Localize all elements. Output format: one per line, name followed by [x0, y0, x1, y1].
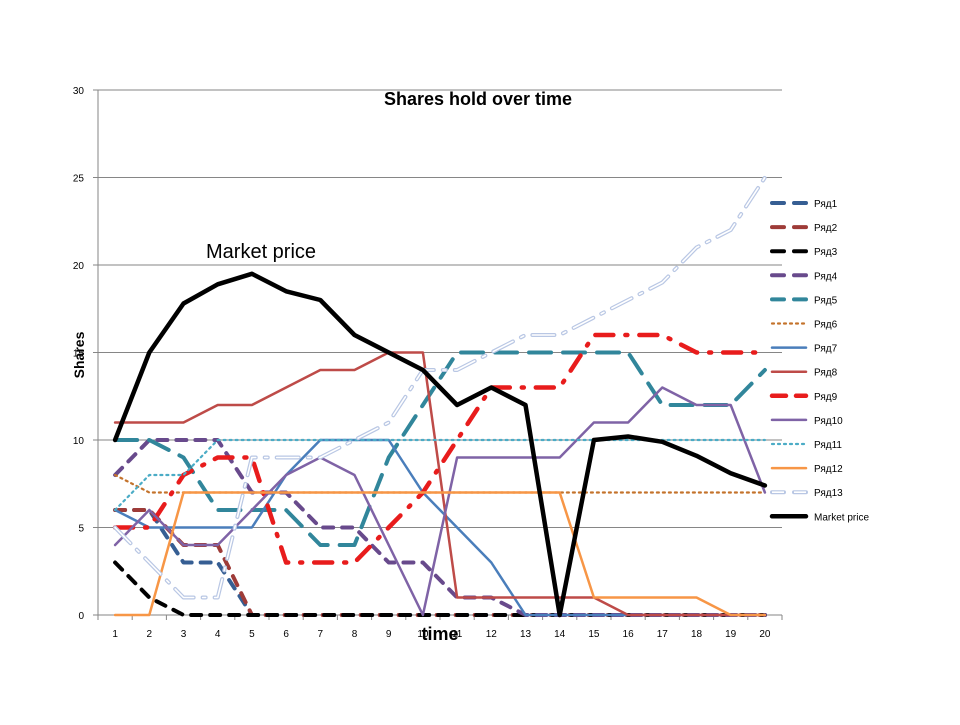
x-tick-label: 20 [759, 629, 771, 640]
series-line-4 [113, 350, 767, 547]
series-lines [112, 175, 768, 618]
legend-label: Ряд8 [814, 368, 838, 379]
x-tick-label: 12 [486, 629, 498, 640]
x-tick-label: 9 [386, 629, 392, 640]
x-tick-label: 2 [147, 629, 153, 640]
y-tick-label: 10 [73, 436, 85, 447]
legend-label: Ряд1 [814, 199, 838, 210]
x-tick-label: 1 [112, 629, 118, 640]
x-tick-label: 7 [318, 629, 324, 640]
x-tick-label: 6 [283, 629, 289, 640]
x-tick-label: 16 [623, 629, 635, 640]
x-tick-label: 18 [691, 629, 703, 640]
y-tick-label: 30 [73, 86, 85, 97]
chart-title: Shares hold over time [384, 89, 572, 109]
series-line-inner-12 [114, 176, 766, 599]
x-tick-label: 3 [181, 629, 187, 640]
x-tick-label: 11 [452, 629, 463, 640]
legend-label: Market price [814, 512, 869, 523]
x-tick-label: 13 [520, 629, 532, 640]
y-tick-label: 0 [78, 611, 84, 622]
legend-label: Ряд7 [814, 344, 838, 355]
legend: Ряд1 Ряд2 Ряд3 Ряд4 Ряд5 Ряд6 Ряд7 Ряд8 Ряд9 Ряд1… [769, 199, 869, 523]
y-tick-label: 20 [73, 261, 85, 272]
legend-label: Ряд4 [814, 271, 838, 282]
legend-label: Ряд11 [814, 440, 842, 451]
x-tick-label: 14 [554, 629, 566, 640]
x-tick-label: 4 [215, 629, 221, 640]
series-line-9 [113, 386, 767, 617]
legend-label: Ряд10 [814, 416, 843, 427]
legend-label: Ряд3 [814, 247, 838, 258]
x-tick-label: 10 [417, 629, 429, 640]
y-tick-label: 25 [73, 174, 85, 185]
x-tick-label: 19 [725, 629, 737, 640]
series-line-8 [112, 332, 768, 565]
series-line-2 [113, 560, 767, 617]
legend-label: Ряд9 [814, 392, 838, 403]
series-line-0 [113, 508, 767, 617]
x-tick-label: 17 [657, 629, 669, 640]
y-tick-label: 15 [73, 349, 85, 360]
legend-label: Ряд12 [814, 464, 843, 475]
x-axis-title: time [421, 624, 458, 644]
legend-label: Ряд2 [814, 223, 838, 234]
series-line-11 [113, 491, 767, 617]
market-price-annotation: Market price [206, 241, 316, 263]
series-line-13 [112, 271, 768, 618]
x-tick-label: 8 [352, 629, 358, 640]
y-tick-label: 5 [78, 524, 84, 535]
legend-label: Ряд13 [814, 488, 843, 499]
legend-label: Ряд5 [814, 295, 838, 306]
x-tick-label: 15 [588, 629, 600, 640]
legend-label: Ряд6 [814, 320, 838, 331]
series-line-7 [113, 351, 767, 617]
y-axis-title: Shares [71, 331, 87, 378]
x-tick-label: 5 [249, 629, 255, 640]
